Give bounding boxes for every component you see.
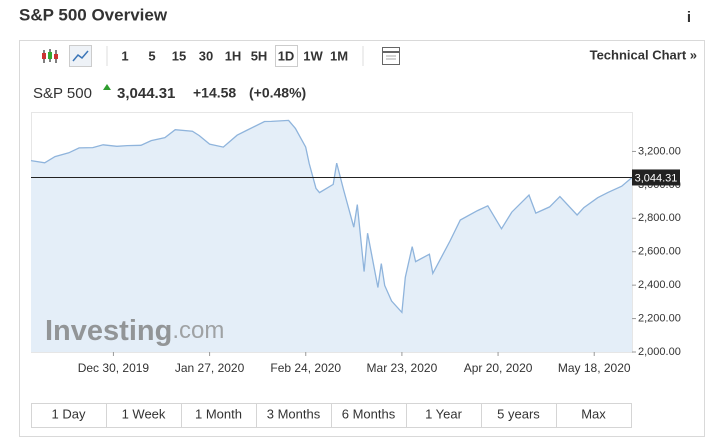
x-tick-label: Apr 20, 2020 (464, 361, 533, 375)
quote-name: S&P 500 (33, 85, 92, 102)
range-button-label[interactable]: Max (581, 406, 606, 421)
x-tick-label: May 18, 2020 (558, 361, 631, 375)
range-button[interactable] (556, 403, 632, 428)
current-price-label: 3,044.31 (635, 172, 678, 184)
interval-button[interactable]: 30 (199, 48, 213, 63)
range-button-label[interactable]: 5 years (497, 406, 540, 421)
interval-button[interactable]: 1 (121, 48, 128, 63)
current-price-box (632, 169, 680, 186)
widget-frame (19, 40, 705, 437)
x-tick-label: Jan 27, 2020 (175, 361, 245, 375)
interval-button[interactable]: 5 (148, 48, 155, 63)
y-tick-label: 2,400.00 (638, 279, 681, 291)
up-arrow (103, 84, 111, 90)
calendar-icon[interactable] (382, 47, 400, 65)
watermark-suffix: .com (172, 317, 224, 344)
line-icon (72, 50, 89, 62)
range-button-label[interactable]: 1 Day (52, 406, 86, 421)
y-tick-label: 3,200.00 (638, 145, 681, 157)
interval-button[interactable]: 1H (225, 48, 242, 63)
interval-button[interactable]: 1W (303, 48, 323, 63)
range-button-label[interactable]: 6 Months (342, 406, 396, 421)
watermark: Investing.com (45, 315, 224, 347)
price-line (30, 119, 633, 314)
y-tick-label: 2,200.00 (638, 312, 681, 324)
range-button-label[interactable]: 1 Month (195, 406, 242, 421)
interval-button[interactable]: 5H (251, 48, 268, 63)
y-tick-label: 2,000.00 (638, 346, 681, 358)
x-tick-label: Mar 23, 2020 (367, 361, 438, 375)
quote-price: 3,044.31 (117, 85, 175, 102)
technical-chart-link[interactable]: Technical Chart » (590, 47, 697, 62)
range-button[interactable] (181, 403, 257, 428)
watermark-brand: Investing (45, 315, 172, 347)
x-tick-label: Dec 30, 2019 (78, 361, 150, 375)
range-button[interactable] (31, 403, 107, 428)
interval-button[interactable]: 1M (330, 48, 348, 63)
x-tick-label: Feb 24, 2020 (270, 361, 341, 375)
interval-button[interactable]: 1D (278, 48, 295, 63)
area-fill (31, 120, 632, 353)
y-tick-label: 2,800.00 (638, 212, 681, 224)
quote-change: +14.58 (193, 85, 236, 101)
candle-icon[interactable] (42, 49, 58, 63)
range-button[interactable] (106, 403, 182, 428)
widget-title: S&P 500 Overview (19, 5, 168, 24)
range-button-label[interactable]: 3 Months (267, 406, 321, 421)
range-button[interactable] (256, 403, 332, 428)
range-button[interactable] (481, 403, 557, 428)
range-button-label[interactable]: 1 Week (122, 406, 166, 421)
range-button-label[interactable]: 1 Year (425, 406, 463, 421)
info-icon[interactable]: i (687, 9, 691, 26)
y-tick-label: 2,600.00 (638, 246, 681, 258)
range-button[interactable] (406, 403, 482, 428)
interval-button[interactable]: 15 (172, 48, 186, 63)
selected-interval-box (275, 45, 298, 67)
quote-change-percent: (+0.48%) (249, 85, 306, 101)
